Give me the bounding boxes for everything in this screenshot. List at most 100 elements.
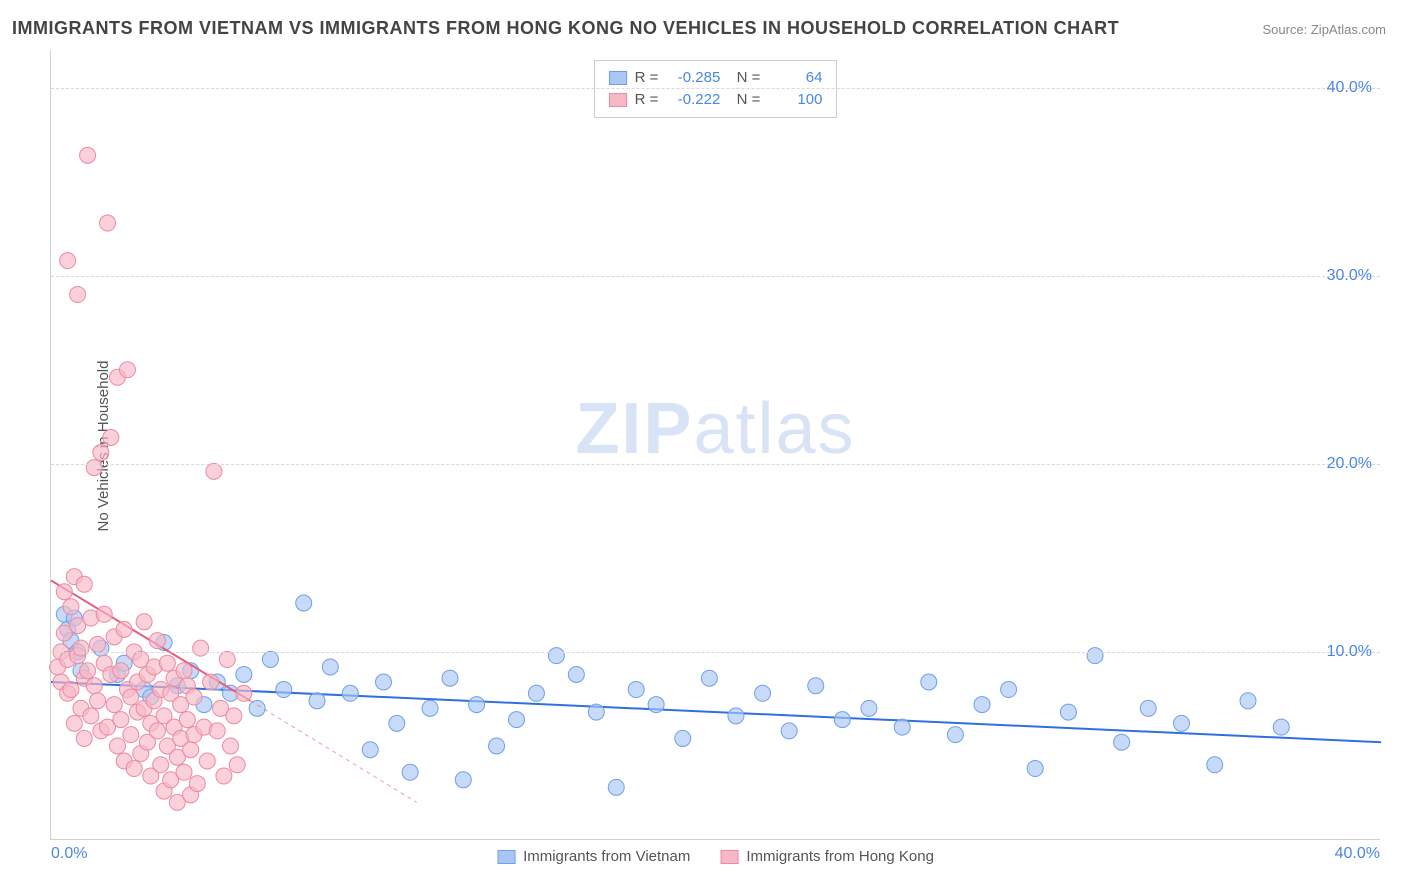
y-tick-label: 30.0% [1327,267,1372,285]
data-point-vietnam [1140,700,1156,716]
data-point-vietnam [362,742,378,758]
r-label: R = [635,67,659,89]
source-attribution: Source: ZipAtlas.com [1262,22,1386,37]
grid-line [51,464,1380,465]
data-point-vietnam [1060,704,1076,720]
data-point-vietnam [648,697,664,713]
legend-swatch-hongkong [609,93,627,107]
data-point-vietnam [509,712,525,728]
data-point-vietnam [402,764,418,780]
data-point-hongkong [123,727,139,743]
grid-line [51,88,1380,89]
legend-label-hongkong: Immigrants from Hong Kong [746,848,934,865]
data-point-hongkong [223,738,239,754]
data-point-vietnam [608,779,624,795]
n-value-hongkong: 100 [768,89,822,111]
data-point-vietnam [276,682,292,698]
legend-item-vietnam: Immigrants from Vietnam [497,848,690,865]
data-point-hongkong [203,674,219,690]
n-label: N = [728,89,760,111]
data-point-vietnam [1240,693,1256,709]
data-point-vietnam [861,700,877,716]
data-point-hongkong [136,614,152,630]
data-point-hongkong [63,599,79,615]
data-point-hongkong [226,708,242,724]
data-point-vietnam [808,678,824,694]
data-point-vietnam [701,670,717,686]
data-point-vietnam [342,685,358,701]
data-point-hongkong [100,215,116,231]
legend-swatch-hongkong [720,850,738,864]
data-point-hongkong [116,621,132,637]
data-point-hongkong [60,253,76,269]
y-tick-label: 10.0% [1327,643,1372,661]
data-point-vietnam [455,772,471,788]
data-point-vietnam [568,666,584,682]
data-point-vietnam [528,685,544,701]
data-point-vietnam [249,700,265,716]
data-point-hongkong [66,715,82,731]
data-point-hongkong [90,693,106,709]
data-point-hongkong [90,636,106,652]
correlation-legend: R = -0.285 N = 64R = -0.222 N = 100 [594,60,838,118]
data-point-hongkong [56,584,72,600]
data-point-hongkong [159,655,175,671]
data-point-hongkong [183,742,199,758]
data-point-hongkong [106,697,122,713]
data-point-hongkong [96,606,112,622]
corr-row-hongkong: R =-0.222 N =100 [609,89,823,111]
data-point-hongkong [189,776,205,792]
data-point-hongkong [199,753,215,769]
data-point-hongkong [123,689,139,705]
plot-area: ZIPatlas R =-0.285 N =64R =-0.222 N =100… [50,50,1380,840]
chart-svg [51,50,1380,839]
data-point-vietnam [834,712,850,728]
data-point-hongkong [216,768,232,784]
legend-swatch-vietnam [497,850,515,864]
n-value-vietnam: 64 [768,67,822,89]
data-point-vietnam [309,693,325,709]
r-value-vietnam: -0.285 [666,67,720,89]
data-point-hongkong [86,678,102,694]
n-label: N = [728,67,760,89]
data-point-vietnam [1027,761,1043,777]
data-point-hongkong [70,287,86,303]
grid-line [51,652,1380,653]
data-point-hongkong [209,723,225,739]
data-point-hongkong [236,685,252,701]
data-point-hongkong [219,651,235,667]
data-point-vietnam [422,700,438,716]
data-point-vietnam [1114,734,1130,750]
data-point-vietnam [947,727,963,743]
data-point-vietnam [322,659,338,675]
data-point-vietnam [755,685,771,701]
data-point-vietnam [781,723,797,739]
data-point-hongkong [206,463,222,479]
data-point-vietnam [1174,715,1190,731]
data-point-hongkong [83,708,99,724]
legend-swatch-vietnam [609,71,627,85]
legend-item-hongkong: Immigrants from Hong Kong [720,848,934,865]
data-point-vietnam [236,666,252,682]
trend-line-ext-hongkong [251,701,417,803]
data-point-vietnam [1273,719,1289,735]
data-point-hongkong [149,723,165,739]
data-point-hongkong [153,757,169,773]
data-point-hongkong [179,712,195,728]
series-legend: Immigrants from Vietnam Immigrants from H… [497,848,934,865]
data-point-vietnam [389,715,405,731]
data-point-vietnam [921,674,937,690]
data-point-vietnam [1001,682,1017,698]
data-point-hongkong [126,761,142,777]
data-point-hongkong [76,576,92,592]
grid-line [51,276,1380,277]
r-value-hongkong: -0.222 [666,89,720,111]
data-point-hongkong [176,663,192,679]
corr-row-vietnam: R = -0.285 N = 64 [609,67,823,89]
data-point-vietnam [974,697,990,713]
data-point-vietnam [675,730,691,746]
y-tick-label: 20.0% [1327,455,1372,473]
x-tick-label: 40.0% [1335,845,1380,863]
data-point-vietnam [296,595,312,611]
chart-title: IMMIGRANTS FROM VIETNAM VS IMMIGRANTS FR… [12,18,1119,39]
